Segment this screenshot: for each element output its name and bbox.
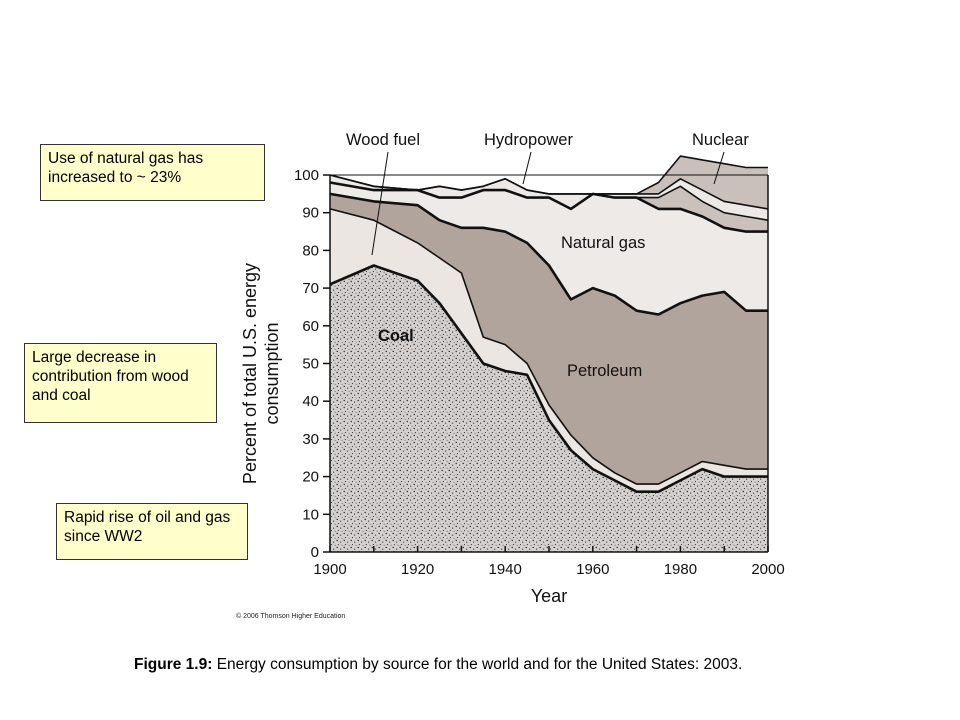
x-tick-label: 2000: [751, 561, 784, 578]
figure-label: Figure 1.9:: [134, 656, 213, 673]
x-tick-label: 1900: [313, 561, 346, 578]
axes: 0 10 20 30 40 50 60 70 80 90 100 1900 1920 1940 1960 19…: [240, 167, 785, 606]
label-wood-fuel: Wood fuel: [346, 131, 420, 149]
callout-oil-gas: Rapid rise of oil and gas since WW2: [56, 503, 248, 560]
y-tick-label: 80: [302, 242, 319, 259]
band-boundary-1: [329, 208, 768, 485]
x-tick-label: 1920: [401, 561, 434, 578]
hydropower-pointer: [522, 151, 532, 185]
y-tick-label: 70: [302, 280, 319, 297]
copyright-notice: © 2006 Thomson Higher Education: [236, 613, 346, 620]
y-tick-label: 10: [302, 506, 319, 523]
figure-caption: Figure 1.9: Energy consumption by source…: [134, 656, 742, 674]
area-band-0: [330, 265, 768, 552]
y-tick-label: 50: [302, 356, 319, 373]
x-tick-label: 1980: [664, 561, 697, 578]
y-tick-label: 30: [302, 431, 319, 448]
band-boundary-0: [329, 264, 768, 493]
wood-fuel-pointer: [371, 151, 389, 256]
x-tick-label: 1940: [489, 561, 522, 578]
y-tick-label: 20: [302, 469, 319, 486]
band-boundary-6: [329, 155, 768, 195]
label-hydropower: Hydropower: [484, 131, 573, 149]
callout-natural-gas: Use of natural gas has increased to ~ 23…: [40, 144, 265, 201]
callout-wood-coal: Large decrease in contribution from wood…: [24, 343, 217, 423]
y-tick-label: 90: [302, 205, 319, 222]
band-boundary-2: [329, 192, 768, 316]
y-axis-title-line-2: consumption: [262, 322, 282, 424]
x-tick-label: 1960: [576, 561, 609, 578]
band-boundary-4: [329, 181, 769, 221]
label-nuclear: Nuclear: [692, 131, 749, 149]
y-axis-title-line-1: Percent of total U.S. energy: [240, 263, 260, 484]
y-tick-label: 60: [302, 318, 319, 335]
area-band-3: [330, 182, 768, 315]
x-axis-title: Year: [531, 586, 567, 606]
y-tick-label: 0: [311, 544, 319, 561]
y-tick-label: 100: [294, 167, 319, 184]
nuclear-pointer: [713, 151, 725, 185]
area-band-1: [330, 208, 768, 492]
y-tick-label: 40: [302, 393, 319, 410]
label-petroleum: Petroleum: [567, 362, 642, 380]
figure-caption-text: Energy consumption by source for the wor…: [212, 656, 743, 673]
label-natural-gas: Natural gas: [561, 234, 645, 252]
label-coal: Coal: [378, 327, 414, 345]
annotations: Wood fuel Hydropower Nuclear Natural gas Pet…: [346, 131, 749, 380]
area-band-2: [330, 193, 768, 485]
area-layers: [329, 155, 769, 552]
